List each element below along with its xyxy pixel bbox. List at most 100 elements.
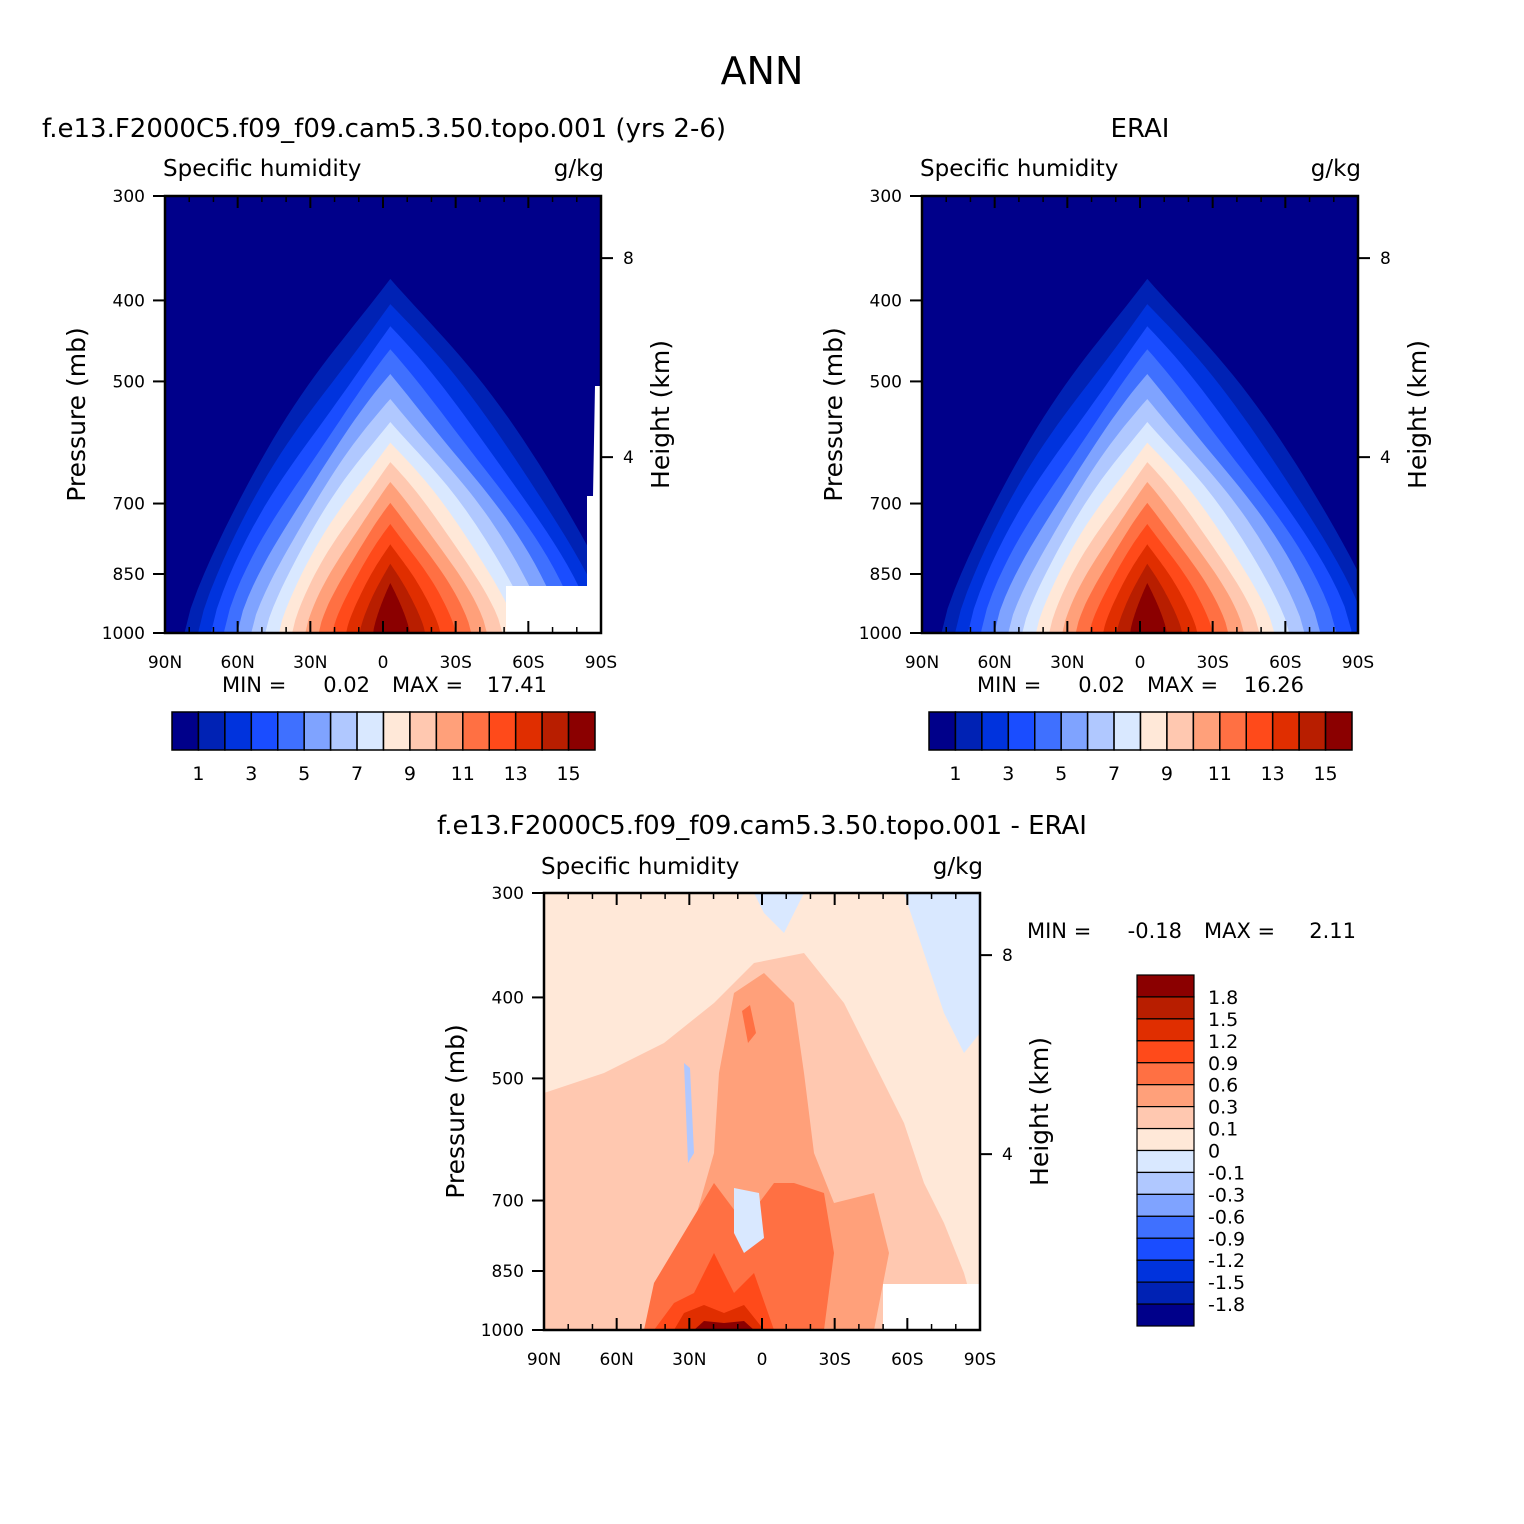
- colorbar-label: 9: [404, 763, 416, 785]
- x-tick-label: 90N: [527, 1350, 561, 1370]
- panel-obs-min-value: 0.02: [1078, 673, 1125, 697]
- colorbar-label: -0.3: [1208, 1184, 1245, 1206]
- y-tick-label: 300: [870, 187, 902, 207]
- colorbar-swatch: [514, 711, 543, 751]
- colorbar-label: 7: [1108, 763, 1120, 785]
- colorbar-swatch: [1007, 711, 1036, 751]
- colorbar-swatch: [1245, 711, 1274, 751]
- panel-diff-colorbar: 1.81.51.20.90.60.30.10-0.1-0.3-0.6-0.9-1…: [1136, 974, 1245, 1327]
- y-tick-label: 400: [870, 291, 902, 311]
- colorbar-swatch: [567, 711, 596, 751]
- colorbar-swatch: [329, 711, 358, 751]
- colorbar-swatch: [1136, 1062, 1195, 1086]
- y-tick-label: 700: [492, 1192, 524, 1212]
- colorbar-swatch: [435, 711, 464, 751]
- panel-diff-contours: [544, 893, 980, 1330]
- y-tick-label: 400: [492, 988, 524, 1008]
- panel-obs-variable: Specific humidity: [920, 156, 1118, 182]
- colorbar-swatch: [1271, 711, 1300, 751]
- contour-level: [373, 583, 410, 633]
- y2-axis-label: Height (km): [1025, 1037, 1054, 1186]
- y-tick-label: 400: [113, 291, 145, 311]
- colorbar-swatch: [1219, 711, 1247, 751]
- contour-level: [694, 1321, 754, 1330]
- x-tick-label: 60S: [512, 653, 544, 673]
- colorbar-swatch: [303, 711, 332, 751]
- colorbar-label: 11: [451, 763, 475, 785]
- colorbar-label: 0.3: [1208, 1097, 1238, 1119]
- colorbar-label: 5: [298, 763, 310, 785]
- colorbar-swatch: [1136, 1084, 1195, 1108]
- x-tick-label: 60N: [220, 653, 254, 673]
- colorbar-swatch: [382, 711, 411, 751]
- colorbar-label: 9: [1161, 763, 1173, 785]
- panel-diff: f.e13.F2000C5.f09_f09.cam5.3.50.topo.001…: [437, 811, 1356, 1370]
- colorbar-label: 15: [1313, 763, 1337, 785]
- y-tick-label: 850: [870, 565, 902, 585]
- x-tick-label: 30N: [293, 653, 327, 673]
- y-tick-label: 300: [113, 187, 145, 207]
- contour-level: [684, 1063, 694, 1163]
- colorbar-swatch: [356, 711, 385, 751]
- panel-obs-max-value: 16.26: [1244, 673, 1304, 697]
- contour-level: [1130, 583, 1167, 633]
- panel-obs-contours: [922, 196, 1358, 633]
- panel-model-max-label: MAX =: [392, 673, 463, 697]
- colorbar-label: 11: [1208, 763, 1232, 785]
- colorbar-swatch: [224, 711, 253, 751]
- colorbar-label: 5: [1055, 763, 1067, 785]
- panel-model-max-value: 17.41: [487, 673, 547, 697]
- panel-model-min-value: 0.02: [323, 673, 370, 697]
- panel-obs-axes: 90N 60N 30N 0 30S 60S 90S 300 400 500 700 850 1000 8 4…: [819, 187, 1432, 673]
- y-tick-label: 1000: [102, 624, 145, 644]
- y-tick-label: 850: [113, 565, 145, 585]
- panel-diff-max-label: MAX =: [1204, 919, 1275, 943]
- panel-obs-min-label: MIN =: [977, 673, 1041, 697]
- colorbar-label: 1.2: [1208, 1031, 1238, 1053]
- panel-obs: ERAI Specific humidity g/kg 90N 60N 30N 0 30…: [819, 114, 1432, 785]
- y-tick-label: 300: [492, 884, 524, 904]
- y2-axis-label: Height (km): [1403, 340, 1432, 489]
- x-tick-label: 90N: [148, 653, 182, 673]
- x-tick-label: 90S: [964, 1350, 996, 1370]
- y2-axis-label: Height (km): [646, 340, 675, 489]
- y-tick-label: 700: [870, 495, 902, 515]
- colorbar-swatch: [1192, 711, 1221, 751]
- x-tick-label: 90S: [585, 653, 617, 673]
- y-tick-label: 1000: [481, 1321, 524, 1341]
- colorbar-swatch: [1136, 1193, 1195, 1217]
- x-tick-label: 30S: [1196, 653, 1228, 673]
- colorbar-label: 13: [504, 763, 528, 785]
- colorbar-label: -0.9: [1208, 1228, 1245, 1250]
- main-title: ANN: [721, 49, 804, 93]
- y2-tick-label: 8: [623, 249, 634, 269]
- colorbar-swatch: [1136, 1018, 1195, 1042]
- colorbar-swatch: [1136, 1127, 1195, 1152]
- colorbar-label: 1: [192, 763, 204, 785]
- x-tick-label: 0: [757, 1350, 768, 1370]
- colorbar-swatch: [488, 711, 517, 751]
- x-tick-label: 60N: [599, 1350, 633, 1370]
- colorbar-swatch: [462, 711, 490, 751]
- colorbar-label: -1.2: [1208, 1250, 1245, 1272]
- colorbar-swatch: [1136, 1215, 1195, 1239]
- panel-diff-axes: 90N 60N 30N 0 30S 60S 90S 300 400 500 700 850 1000 8 4…: [441, 884, 1054, 1370]
- colorbar-label: -1.8: [1208, 1294, 1245, 1316]
- colorbar-swatch: [541, 711, 570, 751]
- panel-model-variable: Specific humidity: [163, 156, 361, 182]
- y-tick-label: 500: [870, 372, 902, 392]
- colorbar-swatch: [277, 711, 305, 751]
- y-tick-label: 500: [492, 1069, 524, 1089]
- x-tick-label: 60S: [1269, 653, 1301, 673]
- missing-data-region: [883, 1284, 980, 1330]
- x-tick-label: 90S: [1342, 653, 1374, 673]
- panel-obs-title: ERAI: [1111, 114, 1170, 144]
- colorbar-swatch: [1060, 711, 1089, 751]
- panel-obs-colorbar: 1 3 5 7 9 11 13 15: [928, 711, 1353, 785]
- x-tick-label: 0: [1135, 653, 1146, 673]
- y-axis-label: Pressure (mb): [441, 1024, 470, 1198]
- colorbar-label: 3: [1002, 763, 1014, 785]
- y2-tick-label: 4: [1380, 448, 1391, 468]
- colorbar-swatch: [1324, 711, 1353, 751]
